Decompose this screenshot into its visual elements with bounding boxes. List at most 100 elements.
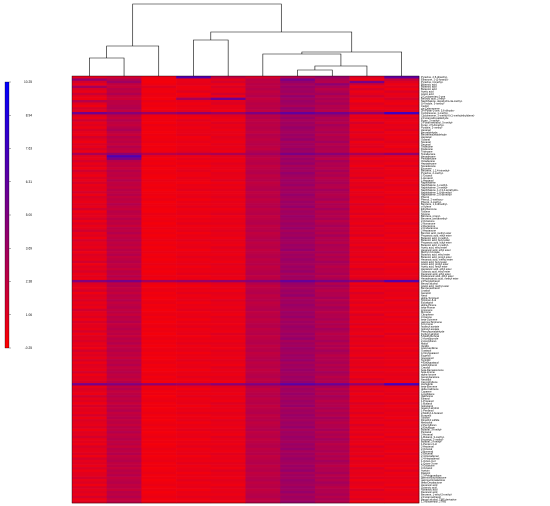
row-label: 2,3-Pentanedione xyxy=(421,473,442,477)
heatmap-cell xyxy=(141,200,177,204)
heatmap-cell xyxy=(176,455,212,458)
heatmap-cell xyxy=(106,452,142,456)
heatmap-cell xyxy=(314,140,350,144)
heatmap-cell xyxy=(280,255,316,259)
heatmap-cell xyxy=(141,315,177,319)
heatmap-cell xyxy=(141,488,177,492)
heatmap-cell xyxy=(280,414,316,417)
heatmap-cell xyxy=(106,407,142,410)
dendrogram-branch xyxy=(210,31,353,52)
heatmap-cell xyxy=(106,471,142,475)
heatmap-cell xyxy=(245,387,281,391)
heatmap-cell xyxy=(210,102,246,106)
heatmap-cell xyxy=(349,138,385,142)
heatmap-cell xyxy=(141,301,177,305)
heatmap-cell xyxy=(245,457,281,461)
heatmap-cell xyxy=(349,203,385,206)
heatmap-cell xyxy=(349,395,385,398)
row-label: Pyrazine, 2-methyl- xyxy=(421,171,443,175)
heatmap-cell xyxy=(384,251,420,254)
heatmap-cell xyxy=(349,155,385,158)
heatmap-cell xyxy=(384,215,420,218)
heatmap-cell xyxy=(245,270,281,274)
heatmap-cell xyxy=(280,383,316,386)
heatmap-cell xyxy=(314,498,350,501)
heatmap-cell xyxy=(314,323,350,326)
row-label: Myrcene xyxy=(421,310,432,314)
heatmap-cell xyxy=(245,248,281,252)
heatmap-cell xyxy=(384,457,420,461)
heatmap-cell xyxy=(349,114,385,118)
heatmap-cell xyxy=(106,241,142,245)
heatmap-cell xyxy=(106,90,142,94)
heatmap-cell xyxy=(176,332,212,336)
heatmap-cell xyxy=(176,342,212,345)
heatmap-cell xyxy=(314,85,350,89)
heatmap-cell xyxy=(280,251,316,254)
heatmap-cell xyxy=(106,277,142,281)
heatmap-cell xyxy=(349,493,385,497)
heatmap-grid xyxy=(72,76,420,504)
heatmap-cell xyxy=(141,265,177,269)
heatmap-cell xyxy=(176,289,212,293)
row-label: Butanoic acid xyxy=(421,87,437,91)
heatmap-cell xyxy=(176,224,212,228)
heatmap-cell xyxy=(176,440,212,444)
row-label: Tridecane xyxy=(421,149,433,153)
row-label: 2-Cyclopenten-1-one xyxy=(421,94,446,98)
heatmap-cell xyxy=(314,337,350,341)
heatmap-cell xyxy=(106,311,142,314)
heatmap-cell xyxy=(314,248,350,252)
row-label: Heptanal xyxy=(421,135,432,139)
heatmap-cell xyxy=(176,203,212,206)
heatmap-cell xyxy=(210,301,246,305)
row-label: Furan, 2,5-dimethyl- xyxy=(421,123,444,127)
heatmap-cell xyxy=(349,145,385,149)
heatmap-cell xyxy=(280,78,316,82)
heatmap-cell xyxy=(210,193,246,197)
heatmap-cell xyxy=(384,363,420,367)
heatmap-cell xyxy=(141,311,177,314)
heatmap-cell xyxy=(245,332,281,336)
row-label: Isoeugenol xyxy=(421,356,434,360)
heatmap-cell xyxy=(245,486,281,489)
heatmap-cell xyxy=(314,171,350,175)
heatmap-cell xyxy=(245,150,281,154)
heatmap-cell xyxy=(245,143,281,146)
heatmap-cell xyxy=(245,385,281,389)
color-scale-ticks: 10.258.947.636.315.003.692.381.06-0.25 xyxy=(9,80,32,350)
heatmap-cell xyxy=(245,193,281,197)
heatmap-cell xyxy=(141,419,177,422)
heatmap-cell xyxy=(176,133,212,137)
heatmap-cell xyxy=(314,135,350,139)
heatmap-cell xyxy=(314,392,350,396)
heatmap-cell xyxy=(141,397,177,401)
heatmap-cell xyxy=(141,476,177,480)
heatmap-cell xyxy=(349,224,385,228)
heatmap-cell xyxy=(349,174,385,178)
heatmap-cell xyxy=(349,479,385,482)
heatmap-cell xyxy=(176,140,212,144)
heatmap-cell xyxy=(176,116,212,120)
row-label: beta-Elemene xyxy=(421,385,438,389)
row-label: Nonanoic acid xyxy=(421,488,438,492)
heatmap-cell xyxy=(280,90,316,94)
row-label: Pyrazine, 2,5-dimethyl- xyxy=(421,75,448,79)
heatmap-cell xyxy=(176,80,212,84)
row-label: Ethanone, 1-(2-furanyl)- xyxy=(421,78,449,82)
heatmap-cell xyxy=(72,361,107,365)
row-label: 2-Undecanone xyxy=(421,226,439,230)
row-label: Acetic acid, propyl ester xyxy=(421,262,449,266)
heatmap-cell xyxy=(141,155,177,158)
heatmap-cell xyxy=(314,155,350,158)
heatmap-cell xyxy=(210,159,246,163)
heatmap-cell xyxy=(141,277,177,281)
heatmap-cell xyxy=(384,159,420,163)
heatmap-cell xyxy=(314,215,350,218)
heatmap-cell xyxy=(384,311,420,314)
heatmap-cell xyxy=(349,193,385,197)
heatmap-cell xyxy=(106,390,142,393)
heatmap-cell xyxy=(72,260,107,264)
heatmap-cell xyxy=(349,195,385,199)
heatmap-cell xyxy=(280,234,316,238)
